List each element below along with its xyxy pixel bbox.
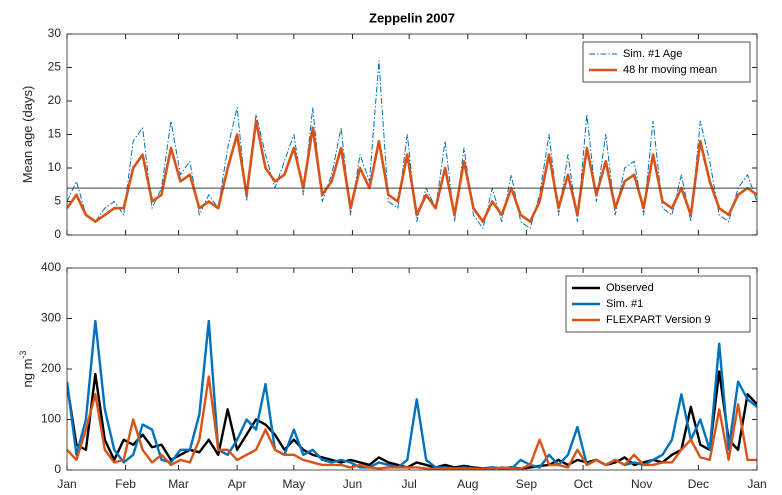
legend-label: 48 hr moving mean bbox=[623, 64, 717, 76]
series-line bbox=[67, 375, 757, 470]
y-axis-label-text: Mean age (days) bbox=[20, 86, 35, 184]
series-line bbox=[67, 119, 757, 223]
legend-label: Observed bbox=[606, 282, 654, 294]
x-tick-label: Aug bbox=[457, 477, 478, 491]
y-tick-label: 0 bbox=[54, 462, 61, 476]
y-axis-label-superscript: -3 bbox=[18, 351, 28, 359]
x-tick-label: Oct bbox=[574, 477, 593, 491]
legend-label: Sim. #1 Age bbox=[623, 48, 682, 60]
x-tick-label: Jan bbox=[57, 477, 76, 491]
y-axis-label-text: ng m bbox=[20, 359, 35, 388]
axes-box bbox=[66, 33, 758, 236]
y-tick-label: 300 bbox=[41, 311, 61, 325]
x-tick-label: Apr bbox=[228, 477, 247, 491]
x-tick-label: May bbox=[283, 477, 306, 491]
y-tick-label: 5 bbox=[54, 194, 61, 208]
x-tick-label: Sep bbox=[516, 477, 538, 491]
chart-title: Zeppelin 2007 bbox=[369, 10, 455, 25]
y-tick-label: 30 bbox=[48, 26, 62, 40]
x-tick-label: Feb bbox=[115, 477, 136, 491]
x-tick-label: Jun bbox=[343, 477, 362, 491]
x-tick-label: Nov bbox=[631, 477, 652, 491]
y-tick-label: 15 bbox=[48, 127, 62, 141]
x-tick-label: Jan bbox=[747, 477, 766, 491]
legend-box bbox=[582, 41, 751, 83]
y-tick-label: 20 bbox=[48, 93, 62, 107]
y-axis-label: ng m-3 bbox=[18, 351, 35, 388]
y-tick-label: 10 bbox=[48, 160, 62, 174]
legend-label: FLEXPART Version 9 bbox=[606, 314, 711, 326]
y-tick-label: 200 bbox=[41, 361, 61, 375]
legend-label: Sim. #1 bbox=[606, 298, 643, 310]
y-axis-label: Mean age (days) bbox=[20, 86, 35, 184]
y-tick-label: 25 bbox=[48, 60, 62, 74]
x-tick-label: Jul bbox=[401, 477, 416, 491]
y-tick-label: 400 bbox=[41, 260, 61, 274]
y-tick-label: 100 bbox=[41, 412, 61, 426]
y-tick-label: 0 bbox=[54, 227, 61, 241]
x-tick-label: Mar bbox=[168, 477, 189, 491]
axes-box bbox=[66, 267, 758, 471]
x-tick-label: Dec bbox=[688, 477, 709, 491]
